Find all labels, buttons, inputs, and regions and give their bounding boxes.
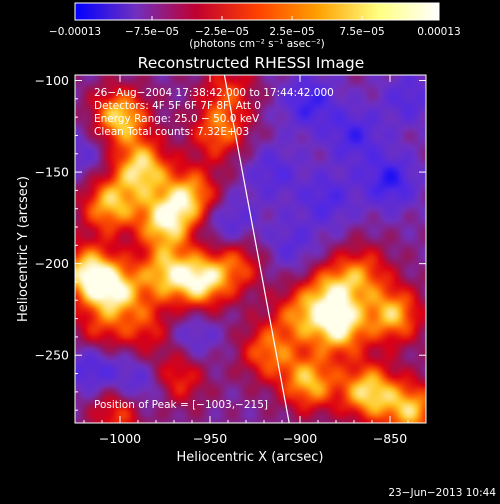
info-line-time: 26−Aug−2004 17:38:42.000 to 17:44:42.000 (94, 87, 334, 99)
x-tick-label: −900 (283, 431, 317, 446)
y-tick-label: −200 (35, 256, 69, 271)
peak-position-text: Position of Peak = [−1003,−215] (94, 399, 268, 411)
colorbar-tick-label: 7.5e−05 (339, 26, 384, 38)
y-axis: −100 −150 −200 −250 (35, 73, 426, 411)
plot-area (75, 75, 426, 423)
colorbar-labels: −0.00013 −7.5e−05 −2.5e−05 2.5e−05 7.5e−05 0.… (49, 26, 461, 38)
y-tick-label: −100 (35, 73, 69, 88)
info-line-detectors: Detectors: 4F 5F 6F 7F 8F, Att 0 (94, 100, 261, 112)
heatmap-image (75, 75, 426, 423)
colorbar-units: (photons cm⁻² s⁻¹ asec⁻²) (189, 38, 324, 50)
colorbar (74, 2, 440, 21)
colorbar-tick-label: 0.00013 (417, 26, 460, 38)
observation-info: 26−Aug−2004 17:38:42.000 to 17:44:42.000… (94, 87, 334, 138)
x-axis-label: Heliocentric X (arcsec) (177, 450, 324, 465)
colorbar-tick-label: −7.5e−05 (125, 26, 179, 38)
colorbar-tick-label: −2.5e−05 (195, 26, 249, 38)
x-tick-label: −950 (193, 431, 227, 446)
timestamp: 23−Jun−2013 10:44 (388, 487, 496, 499)
info-line-counts: Clean Total counts: 7.32E+03 (94, 126, 249, 138)
colorbar-ticks (74, 16, 440, 20)
chart-title: Reconstructed RHESSI Image (138, 54, 365, 72)
colorbar-tick-label: −0.00013 (49, 26, 101, 38)
x-tick-label: −1000 (99, 431, 141, 446)
colorbar-tick-label: 2.5e−05 (269, 26, 314, 38)
y-axis-label: Heliocentric Y (arcsec) (16, 176, 31, 322)
y-tick-label: −250 (35, 348, 69, 363)
x-axis: −1000 −950 −900 −850 (83, 75, 427, 446)
solar-limb-line (223, 75, 290, 423)
y-tick-label: −150 (35, 165, 69, 180)
plot-frame (74, 74, 427, 424)
info-line-energy: Energy Range: 25.0 − 50.0 keV (94, 113, 260, 125)
x-tick-label: −850 (373, 431, 407, 446)
